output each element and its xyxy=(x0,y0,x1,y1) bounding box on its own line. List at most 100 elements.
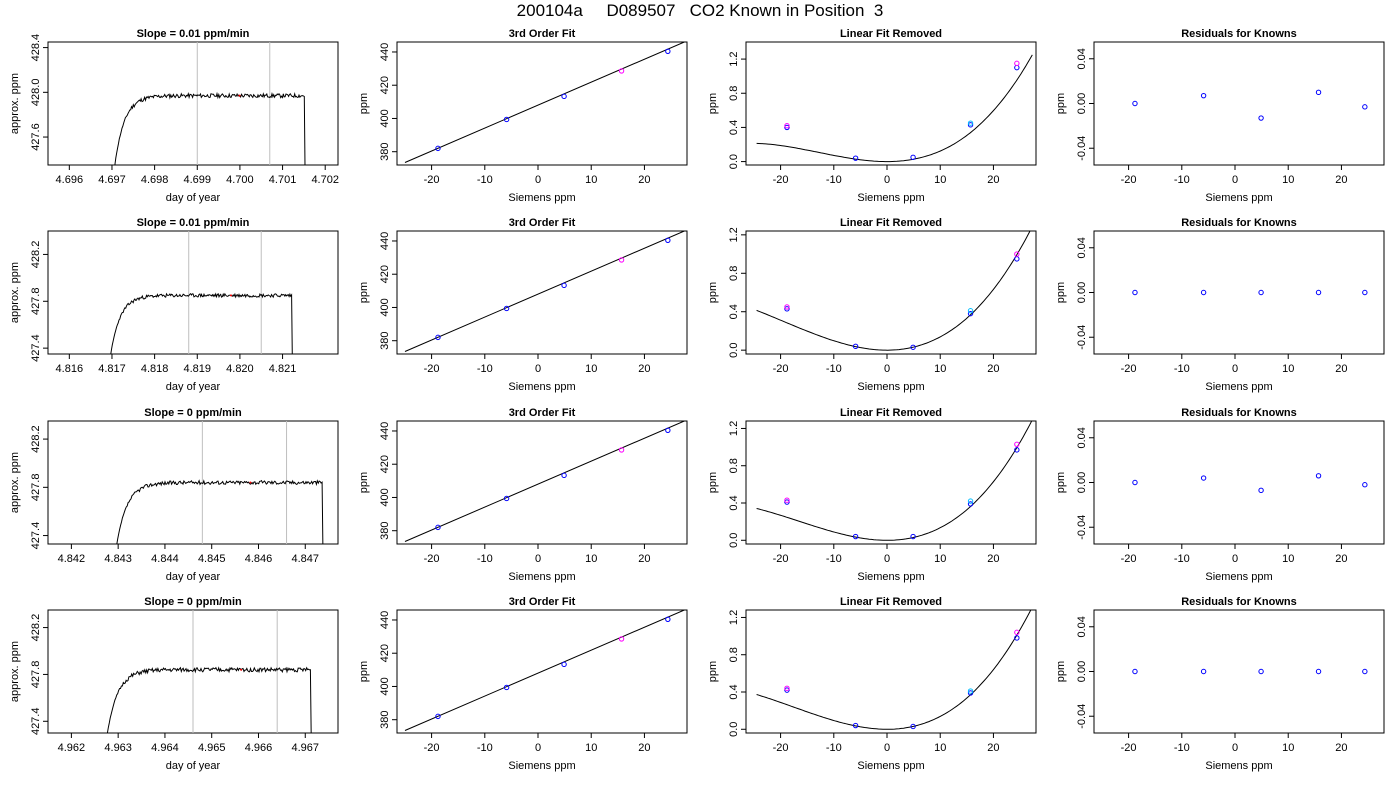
panel-4-2-fit-line xyxy=(404,610,685,731)
panel-4-2-xtick-label: 0 xyxy=(535,742,541,754)
panel-2-1-xtick-label: 4.817 xyxy=(98,363,126,375)
panel-3-2-ytick-label: 400 xyxy=(379,488,391,506)
panel-4-3-xlabel: Siemens ppm xyxy=(857,760,924,772)
panel-3-3-ytick-label: 0.0 xyxy=(728,533,740,548)
panel-1-3-data-point xyxy=(852,155,859,161)
panel-4-1-xtick-label: 4.965 xyxy=(198,742,226,754)
panel-2-3-data-point xyxy=(1014,251,1020,257)
figure-title: 200104a D089507 CO2 Known in Position 3 xyxy=(516,1,884,20)
panel-3-3-data-point xyxy=(1014,441,1020,447)
panel-3-2-data-point xyxy=(665,427,671,434)
panel-3-4-ytick-label: -0.04 xyxy=(1076,515,1088,540)
panel-1-3-ytick-label: 1.2 xyxy=(728,51,740,66)
panel-1-4-data-point xyxy=(1258,115,1264,121)
panel-3-2-data-point xyxy=(618,447,625,453)
panel-2-1-ytick-label: 428.2 xyxy=(30,241,42,269)
panel-1-1-ytick-label: 428.0 xyxy=(30,79,42,107)
panel-2-1-ytick-label: 427.4 xyxy=(30,334,42,362)
panel-3-2-xtick-label: -10 xyxy=(477,553,493,565)
panel-3-4-data-point xyxy=(1362,482,1368,488)
panel-3-1-ytick-label: 427.8 xyxy=(30,474,42,502)
panel-3-2-xtick-label: 10 xyxy=(585,553,597,565)
panel-4-2-data-point xyxy=(665,616,671,623)
panel-3-1-xtick-label: 4.844 xyxy=(151,553,179,565)
panel-2-4-ytick-label: -0.04 xyxy=(1076,325,1088,350)
panel-4-4-ylabel: ppm xyxy=(1055,661,1067,682)
panel-1-3-ylabel: ppm xyxy=(707,93,719,114)
panel-4-4-xtick-label: 20 xyxy=(1335,742,1347,754)
panel-2-2-data-point xyxy=(561,282,567,289)
panel-2-4-xtick-label: 10 xyxy=(1282,363,1294,375)
panel-3-3-ylabel: ppm xyxy=(707,472,719,493)
panel-3-2-xtick-label: 0 xyxy=(535,553,541,565)
panel-1-1-ylabel: approx. ppm xyxy=(9,73,21,134)
panel-4-1-ytick-label: 427.4 xyxy=(30,708,42,736)
panel-3-4-xtick-label: -10 xyxy=(1174,553,1190,565)
panel-2-2-data-point xyxy=(665,237,671,244)
panel-1-3-xlabel: Siemens ppm xyxy=(857,192,924,204)
panel-1-2-ytick-label: 400 xyxy=(379,109,391,127)
panel-2-4-xtick-label: -10 xyxy=(1174,363,1190,375)
panel-4-1-title: Slope = 0 ppm/min xyxy=(144,596,242,608)
panel-4-3-xtick-label: 0 xyxy=(884,742,890,754)
panel-2-2-data-point xyxy=(618,257,625,263)
panel-3-4-data-point xyxy=(1315,473,1322,479)
panel-1-3-title: Linear Fit Removed xyxy=(840,28,942,40)
panel-4-3-ylabel: ppm xyxy=(707,661,719,682)
panel-1-2-fit-line xyxy=(404,42,685,163)
panel-2-2-fit-line xyxy=(404,231,685,352)
panel-4-2-data-point xyxy=(503,684,510,691)
panel-1-2-ytick-label: 440 xyxy=(379,43,391,61)
panel-4-3-xtick-label: 10 xyxy=(934,742,946,754)
panel-4-3-title: Linear Fit Removed xyxy=(840,596,942,608)
panel-1-3-xtick-label: 10 xyxy=(934,174,946,186)
panel-3-2-title: 3rd Order Fit xyxy=(509,407,576,419)
panel-3-2-ylabel: ppm xyxy=(358,472,370,493)
panel-1-1-xtick-label: 4.702 xyxy=(311,174,339,186)
panel-2-3-data-point xyxy=(784,306,790,312)
panel-2-3-ytick-label: 0.8 xyxy=(728,266,740,281)
panel-4-1-xlabel: day of year xyxy=(166,760,221,772)
panel-1-2-ytick-label: 380 xyxy=(379,143,391,161)
panel-2-1-title: Slope = 0.01 ppm/min xyxy=(137,217,250,229)
panel-2-1-xtick-label: 4.818 xyxy=(141,363,169,375)
panel-3-3-ytick-label: 1.2 xyxy=(728,421,740,436)
panel-3-1-trace-line xyxy=(116,479,324,544)
panel-1-1-xtick-label: 4.700 xyxy=(226,174,254,186)
panel-3-4-data-point xyxy=(1132,479,1138,486)
panel-1-2-data-point xyxy=(618,68,625,74)
panel-1-3-ytick-label: 0.4 xyxy=(728,120,740,135)
panel-3-4-xtick-label: 0 xyxy=(1232,553,1238,565)
panel-1-2-data-point xyxy=(503,116,510,123)
panel-1-3-frame xyxy=(745,41,1037,166)
panel-4-3-ytick-label: 0.8 xyxy=(728,647,740,662)
panel-2-3-data-point xyxy=(852,343,859,350)
panel-2-3-xtick-label: 10 xyxy=(934,363,946,375)
panel-1-2-xtick-label: 10 xyxy=(585,174,597,186)
panel-3-4-data-point xyxy=(1200,475,1207,481)
panel-3-3-xtick-label: -20 xyxy=(773,553,789,565)
panel-4-4-xtick-label: 10 xyxy=(1282,742,1294,754)
panel-3-4-xtick-label: 10 xyxy=(1282,553,1294,565)
panel-2-4-ylabel: ppm xyxy=(1055,282,1067,303)
panel-4-3-data-point xyxy=(910,723,916,730)
panel-4-2-ytick-label: 420 xyxy=(379,644,391,662)
panel-4-1-trace-line xyxy=(106,666,312,733)
panel-3-2-fit-line xyxy=(404,421,685,542)
panel-4-2-ytick-label: 380 xyxy=(379,711,391,729)
panel-4-4-xlabel: Siemens ppm xyxy=(1205,760,1272,772)
panel-1-1-trace-line xyxy=(114,91,306,165)
panel-3-3-fit-curve xyxy=(756,421,1033,541)
panel-2-1-mean-mark xyxy=(229,294,232,297)
panel-1-1-xtick-label: 4.701 xyxy=(269,174,297,186)
panel-4-3-ytick-label: 0.0 xyxy=(728,722,740,737)
panel-2-1-xtick-label: 4.821 xyxy=(269,363,297,375)
panel-2-3-ytick-label: 0.0 xyxy=(728,343,740,358)
panel-3-2-xtick-label: 20 xyxy=(638,553,650,565)
panel-4-2-xlabel: Siemens ppm xyxy=(508,760,575,772)
panel-2-4-data-point xyxy=(1132,289,1138,296)
panel-2-4-xtick-label: 20 xyxy=(1335,363,1347,375)
panel-1-1-ytick-label: 427.6 xyxy=(30,123,42,151)
panel-1-2-ytick-label: 420 xyxy=(379,76,391,94)
panel-1-2-xtick-label: -20 xyxy=(424,174,440,186)
